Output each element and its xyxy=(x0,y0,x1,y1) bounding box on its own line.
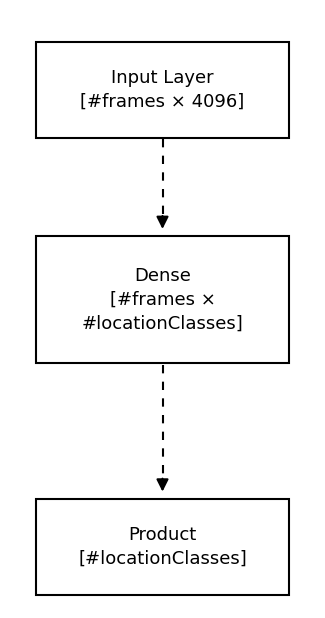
Text: Product
[#locationClasses]: Product [#locationClasses] xyxy=(78,526,247,568)
FancyBboxPatch shape xyxy=(36,42,289,137)
Text: Input Layer
[#frames × 4096]: Input Layer [#frames × 4096] xyxy=(80,69,245,111)
Text: Dense
[#frames ×
#locationClasses]: Dense [#frames × #locationClasses] xyxy=(82,267,243,332)
FancyBboxPatch shape xyxy=(36,499,289,595)
FancyBboxPatch shape xyxy=(36,236,289,363)
